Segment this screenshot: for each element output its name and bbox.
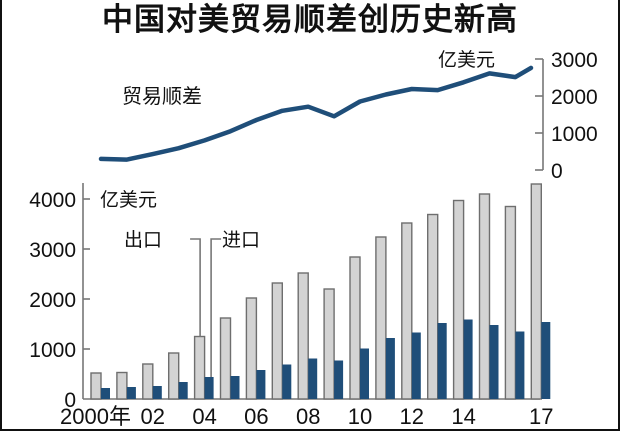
trade-surplus-line — [98, 65, 534, 162]
import-bar — [256, 370, 266, 399]
bar-x-tick-label: 14 — [451, 404, 475, 429]
export-bar — [167, 352, 180, 400]
import-bar — [178, 382, 188, 399]
import-bar — [385, 338, 395, 399]
import-bar — [152, 386, 162, 399]
import-bar — [308, 358, 318, 399]
bar-unit-label: 亿美元 — [100, 189, 157, 211]
bar-y-tick-label: 2000 — [29, 289, 76, 312]
bar-x-tick-label: 12 — [400, 404, 424, 429]
export-bar — [323, 288, 335, 400]
bar-x-tick-label: 04 — [192, 404, 216, 429]
bar-y-tick-label: 0 — [64, 389, 76, 412]
import-bar — [411, 332, 421, 399]
export-bar — [530, 183, 542, 400]
export-bar — [271, 282, 283, 400]
import-bar — [334, 360, 344, 399]
line-y-tick-label: 1000 — [551, 123, 598, 146]
import-bar — [204, 377, 214, 399]
export-bar — [427, 213, 439, 400]
bar-y-tick-label: 3000 — [29, 239, 76, 262]
export-bar — [401, 222, 413, 400]
import-bar — [515, 331, 525, 399]
line-y-tick-label: 3000 — [551, 49, 598, 72]
export-bar — [478, 193, 491, 400]
export-bar — [504, 205, 517, 400]
import-label: 进口 — [222, 229, 260, 251]
import-bar — [463, 319, 473, 399]
export-bar — [90, 372, 102, 400]
import-bar — [282, 364, 292, 399]
line-y-tick-label: 2000 — [551, 86, 598, 109]
export-bar — [349, 256, 361, 400]
line-y-tick-label: 0 — [551, 160, 563, 183]
export-bar — [219, 317, 232, 400]
export-label: 出口 — [124, 229, 162, 251]
export-bar — [297, 272, 309, 400]
bar-y-tick-label: 1000 — [29, 339, 76, 362]
import-bar — [101, 388, 110, 399]
bar-x-tick-label: 2000年 — [60, 404, 131, 429]
import-bar — [230, 376, 240, 399]
bar-x-tick-label: 17 — [529, 404, 553, 429]
import-bar — [126, 387, 136, 399]
export-bar — [452, 199, 465, 400]
import-bar — [437, 323, 447, 399]
chart-title: 中国对美贸易顺差创历史新高 — [102, 2, 518, 38]
export-bar — [116, 371, 128, 400]
export-bar — [375, 236, 387, 400]
export-leader-line — [190, 238, 201, 337]
bar-x-tick-label: 10 — [348, 404, 372, 429]
bar-x-tick-label: 06 — [244, 404, 268, 429]
import-bar — [489, 325, 499, 399]
export-bar — [245, 297, 258, 400]
export-import-bar-chart: 0 1000 2000 3000 4000 亿美元 2000年 02 04 06 08 10 12 14 1… — [29, 183, 554, 429]
line-series-label: 贸易顺差 — [122, 84, 202, 108]
export-bar — [142, 363, 154, 400]
export-bar — [193, 335, 206, 400]
bar-x-tick-label: 02 — [141, 404, 165, 429]
line-unit-label: 亿美元 — [438, 49, 495, 71]
import-leader-line — [210, 238, 222, 377]
bar-x-tick-label: 08 — [296, 404, 320, 429]
import-bar — [541, 322, 551, 399]
import-bar — [360, 348, 369, 399]
bar-y-tick-label: 4000 — [29, 189, 76, 212]
